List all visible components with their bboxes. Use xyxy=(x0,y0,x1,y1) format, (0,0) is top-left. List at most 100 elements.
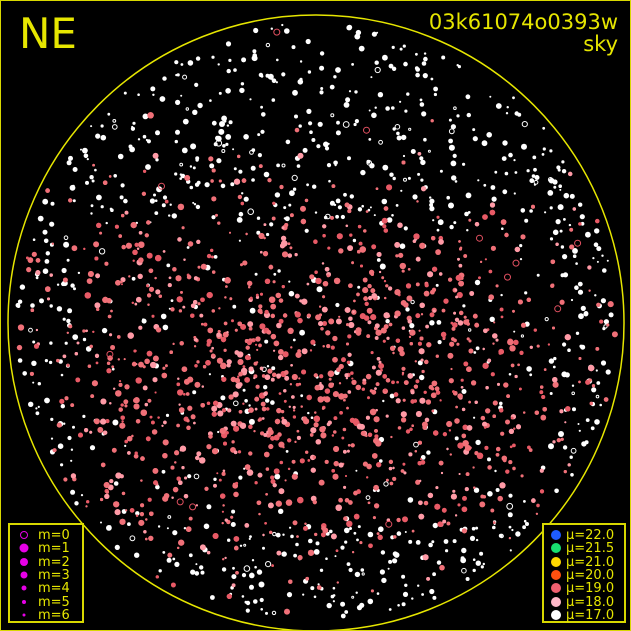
star-marker xyxy=(378,526,384,532)
star-marker xyxy=(378,139,384,145)
star-marker xyxy=(271,98,276,102)
star-marker xyxy=(473,416,476,419)
star-marker xyxy=(300,205,306,212)
star-marker xyxy=(194,364,198,368)
star-marker xyxy=(362,461,368,467)
star-marker xyxy=(49,341,53,345)
star-marker xyxy=(127,522,131,526)
star-marker xyxy=(499,408,504,413)
star-marker xyxy=(349,194,354,199)
star-marker xyxy=(306,282,310,286)
direction-label: NE xyxy=(19,9,77,58)
star-marker xyxy=(366,476,369,479)
star-marker xyxy=(270,436,275,441)
star-marker xyxy=(489,209,496,216)
magnitude-symbol-icon xyxy=(22,613,26,617)
star-marker xyxy=(473,351,477,354)
star-marker xyxy=(240,201,244,206)
star-marker xyxy=(258,512,261,516)
star-marker xyxy=(131,361,137,367)
star-marker xyxy=(431,236,436,241)
star-marker xyxy=(490,372,495,377)
star-marker xyxy=(475,439,481,446)
star-marker xyxy=(499,401,503,406)
star-marker xyxy=(115,280,121,286)
star-marker xyxy=(206,444,212,450)
star-marker xyxy=(395,254,399,258)
star-marker xyxy=(208,156,214,162)
star-marker xyxy=(225,285,228,288)
star-marker xyxy=(284,479,287,482)
star-marker xyxy=(96,194,102,201)
star-marker xyxy=(112,119,117,123)
star-marker xyxy=(464,211,469,217)
star-marker xyxy=(166,263,171,268)
star-marker xyxy=(238,475,243,480)
star-marker xyxy=(42,229,48,235)
star-marker xyxy=(100,497,104,502)
star-marker xyxy=(289,246,293,250)
star-marker xyxy=(603,319,610,325)
star-marker xyxy=(396,531,402,536)
star-marker xyxy=(418,348,425,355)
star-marker xyxy=(108,525,112,528)
star-marker xyxy=(232,566,235,570)
star-marker xyxy=(238,239,241,242)
star-marker xyxy=(483,328,488,334)
star-marker xyxy=(385,106,390,111)
star-marker xyxy=(322,345,325,348)
star-marker xyxy=(134,552,140,558)
star-marker xyxy=(435,283,439,287)
star-marker xyxy=(47,297,50,301)
star-marker xyxy=(217,330,221,333)
star-marker xyxy=(431,540,435,544)
star-marker xyxy=(211,196,217,202)
star-marker xyxy=(284,216,290,222)
star-marker xyxy=(317,396,324,403)
star-marker xyxy=(147,497,152,502)
star-marker xyxy=(120,403,124,407)
star-marker xyxy=(552,440,556,444)
star-marker xyxy=(317,121,323,127)
star-marker xyxy=(319,568,324,572)
star-marker xyxy=(197,265,201,269)
star-marker xyxy=(94,302,101,309)
star-marker xyxy=(459,246,463,250)
star-marker xyxy=(403,380,409,385)
star-marker xyxy=(472,313,478,319)
star-marker xyxy=(472,558,476,561)
star-marker xyxy=(270,303,277,310)
star-marker xyxy=(599,403,602,407)
star-marker xyxy=(273,340,280,347)
star-marker xyxy=(607,301,614,308)
star-marker xyxy=(68,155,73,161)
star-marker xyxy=(513,159,516,162)
star-field xyxy=(15,23,618,619)
star-marker xyxy=(206,292,213,299)
star-marker xyxy=(231,440,235,444)
star-marker xyxy=(357,249,361,254)
star-marker xyxy=(274,473,281,480)
star-marker xyxy=(394,242,401,248)
star-marker xyxy=(384,388,387,392)
star-marker xyxy=(253,430,256,433)
star-marker xyxy=(255,336,261,342)
star-marker xyxy=(201,322,204,326)
star-marker xyxy=(233,450,238,455)
star-marker xyxy=(379,270,382,274)
star-marker xyxy=(403,471,407,475)
star-marker xyxy=(63,241,70,248)
star-marker xyxy=(407,268,411,271)
star-marker xyxy=(238,382,243,387)
star-marker xyxy=(462,162,466,166)
star-marker xyxy=(428,542,433,548)
star-marker xyxy=(270,475,275,480)
star-marker xyxy=(183,494,189,499)
star-marker xyxy=(367,283,372,289)
star-marker xyxy=(168,276,172,280)
star-marker xyxy=(199,457,206,464)
star-marker xyxy=(172,486,179,493)
star-marker xyxy=(393,392,399,397)
star-marker xyxy=(446,421,453,427)
star-marker xyxy=(144,402,148,407)
